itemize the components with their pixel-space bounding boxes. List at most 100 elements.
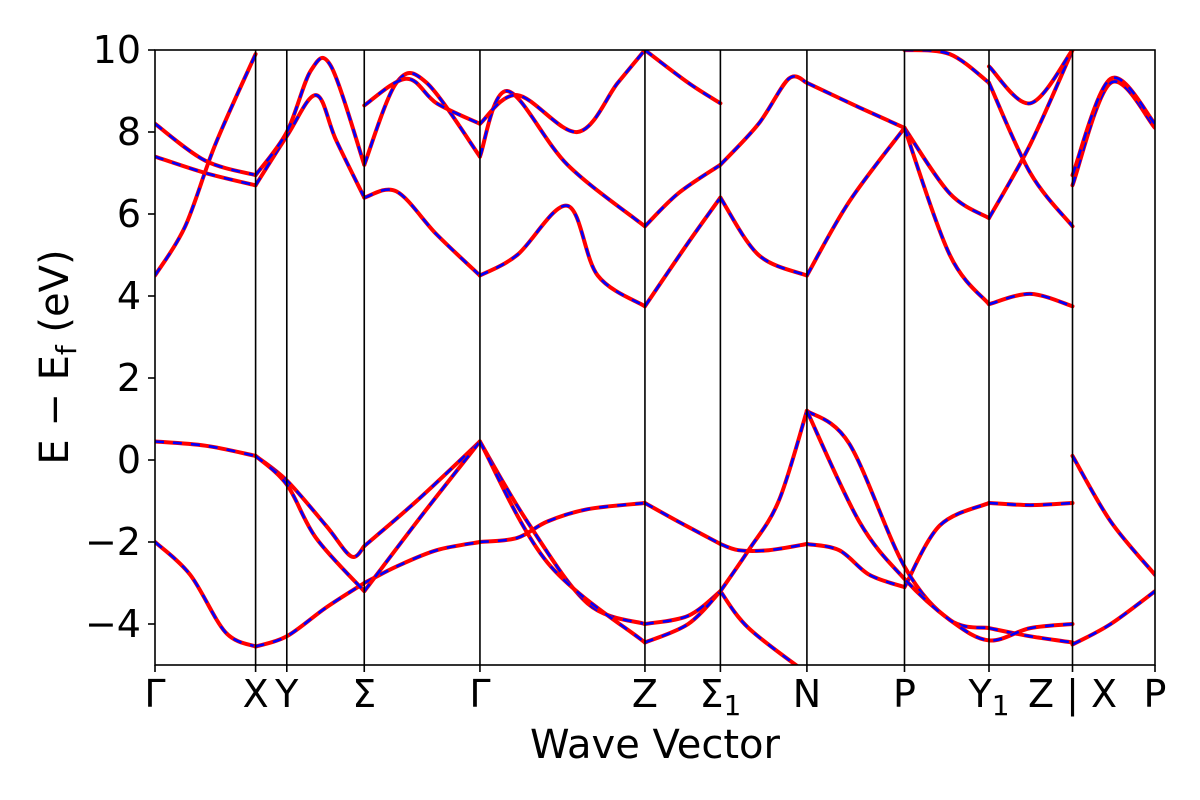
band-line-blue-39 — [719, 196, 808, 277]
x-tick-label-text-1: X — [243, 672, 269, 716]
x-tick-label-text-0: Γ — [144, 672, 165, 716]
y-tick-label-2: 0 — [117, 438, 141, 482]
band-line-blue-24 — [1071, 590, 1155, 646]
plot-frame — [154, 49, 1156, 666]
band-line-blue-28 — [254, 93, 366, 199]
x-tick-label-text-8: P — [893, 672, 916, 716]
x-tick-label-8: P — [893, 672, 916, 716]
band-line-blue-0 — [155, 541, 257, 648]
band-line-red-0 — [155, 540, 258, 649]
x-tick-label-text-7: N — [793, 672, 821, 716]
x-tick-label-4: Γ — [469, 672, 490, 716]
band-line-red-51 — [1070, 75, 1155, 178]
band-line-blue-13 — [644, 590, 722, 626]
band-line-blue-41 — [805, 127, 906, 277]
y-tick-label-1: −2 — [85, 520, 141, 564]
kpoint-lines-layer — [254, 50, 1074, 665]
y-axis-label-subscript: f — [50, 344, 83, 355]
band-line-blue-19 — [478, 440, 646, 644]
band-line-red-25 — [155, 52, 258, 278]
x-tick-label-text-4: Γ — [469, 672, 490, 716]
y-tick-label-4: 4 — [117, 274, 141, 318]
x-tick-label-text-5: Z — [632, 672, 658, 716]
band-line-red-39 — [718, 195, 809, 278]
x-tick-label-text-2: Y — [274, 672, 299, 716]
y-tick-label-6: 8 — [117, 110, 141, 154]
band-line-red-46 — [987, 291, 1075, 309]
band-line-blue-14 — [719, 590, 799, 665]
x-tick-label-10: Z | X — [1028, 672, 1117, 717]
band-line-blue-48 — [988, 50, 1074, 105]
x-axis-label: Wave Vector — [530, 722, 781, 768]
band-line-red-2 — [362, 540, 482, 585]
band-line-blue-44 — [903, 127, 991, 306]
band-line-blue-21 — [719, 410, 809, 592]
x-tick-label-text-3: Σ — [352, 672, 376, 716]
band-line-blue-9 — [155, 440, 256, 458]
x-tick-label-6: Σ1 — [699, 672, 741, 722]
x-tick-label-text-10: Z | X — [1028, 672, 1117, 717]
band-line-blue-46 — [988, 292, 1073, 308]
band-line-blue-3 — [479, 501, 646, 544]
band-line-red-17 — [253, 453, 367, 594]
x-tick-label-9: Y1 — [967, 672, 1009, 722]
band-line-blue-6 — [806, 542, 905, 589]
band-line-red-14 — [718, 589, 800, 665]
band-line-blue-4 — [644, 501, 722, 546]
band-line-blue-31 — [363, 71, 481, 166]
y-tick-label-3: 2 — [117, 356, 141, 400]
band-line-blue-30 — [363, 188, 481, 277]
band-line-red-43 — [902, 125, 991, 221]
x-tick-label-subscript-9: 1 — [992, 689, 1010, 722]
band-line-blue-15 — [806, 409, 990, 630]
band-line-blue-42 — [806, 81, 906, 130]
band-line-blue-51 — [1071, 76, 1155, 176]
band-line-blue-47 — [987, 50, 1074, 219]
band-line-red-45 — [902, 50, 991, 85]
band-line-blue-27 — [155, 155, 256, 187]
band-line-blue-7 — [903, 501, 990, 588]
band-line-blue-12 — [478, 440, 646, 626]
band-line-blue-33 — [479, 204, 646, 308]
band-line-blue-25 — [155, 53, 257, 277]
y-tick-label-0: −4 — [85, 602, 141, 646]
band-line-red-3 — [477, 501, 647, 544]
band-line-red-44 — [902, 125, 991, 307]
band-line-blue-17 — [254, 454, 366, 593]
x-tick-label-subscript-6: 1 — [723, 689, 741, 722]
x-tick-label-3: Σ — [352, 672, 376, 716]
band-line-red-47 — [987, 50, 1075, 221]
band-line-blue-50 — [1071, 80, 1155, 186]
x-tick-label-text-11: P — [1144, 672, 1167, 716]
band-line-red-37 — [642, 162, 723, 229]
band-line-red-41 — [804, 125, 907, 278]
x-tick-label-text-6: Σ — [699, 672, 723, 716]
band-line-blue-35 — [479, 50, 646, 134]
x-tick-label-5: Z — [632, 672, 658, 716]
y-axis-ticks: −4 −2 0 2 4 6 8 10 — [85, 28, 155, 646]
band-line-blue-2 — [363, 540, 481, 585]
x-tick-label-0: Γ — [144, 672, 165, 716]
band-line-red-23 — [1070, 453, 1155, 577]
band-line-blue-18 — [363, 440, 481, 592]
band-line-red-9 — [155, 439, 258, 458]
band-line-blue-40 — [719, 75, 808, 166]
band-line-red-7 — [902, 501, 991, 590]
band-line-blue-8 — [988, 501, 1073, 507]
y-axis-label-unit: (eV) — [32, 249, 78, 345]
x-tick-label-11: P — [1144, 672, 1167, 716]
band-line-blue-1 — [255, 581, 366, 648]
band-line-red-20 — [642, 589, 723, 645]
x-tick-label-2: Y — [274, 672, 299, 716]
y-tick-label-5: 6 — [117, 192, 141, 236]
y-axis-label-main: E − E — [32, 355, 78, 465]
band-line-red-24 — [1070, 589, 1155, 647]
band-line-blue-36 — [643, 196, 722, 308]
y-tick-label-7: 10 — [93, 28, 141, 72]
band-line-blue-22 — [805, 410, 1073, 642]
x-tick-label-1: X — [243, 672, 269, 716]
band-line-blue-23 — [1071, 455, 1155, 576]
band-line-red-15 — [804, 408, 991, 631]
